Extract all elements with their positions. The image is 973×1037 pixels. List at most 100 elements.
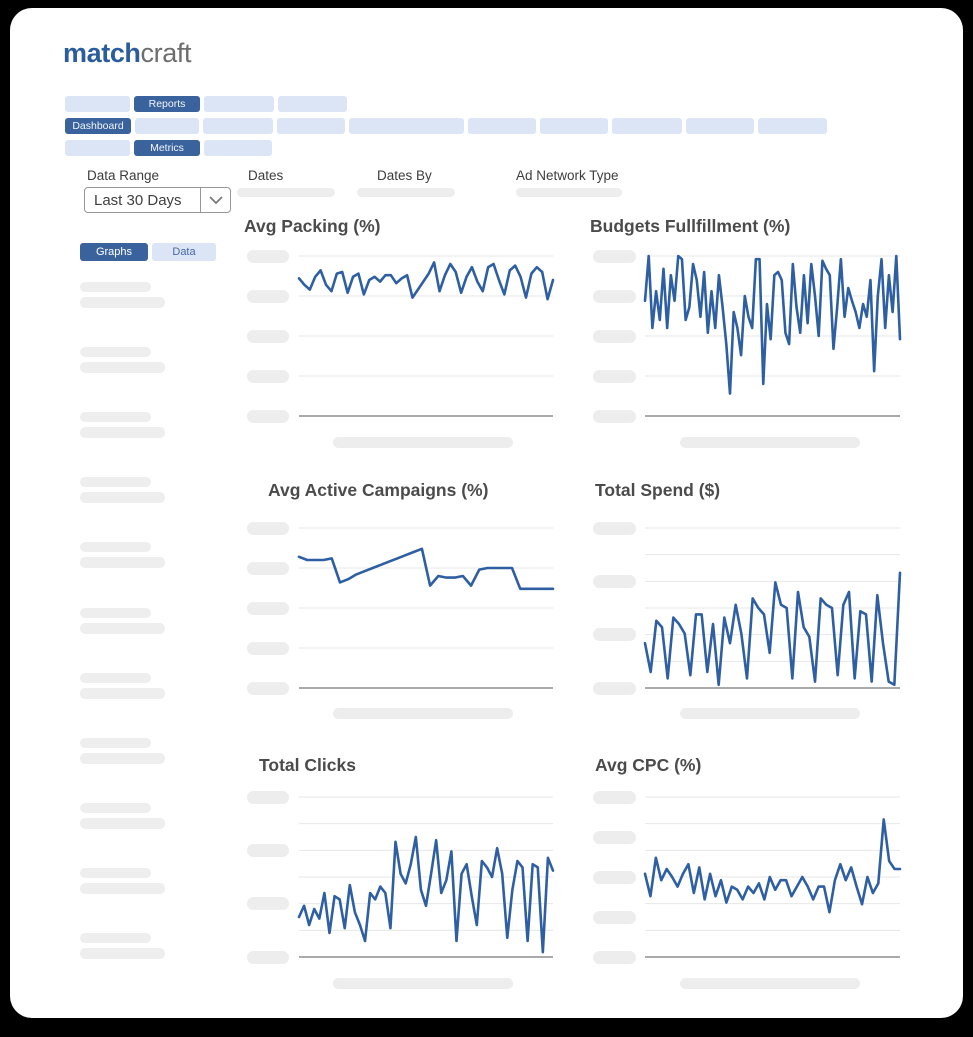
plot-area	[645, 797, 900, 957]
placeholder-bar	[80, 623, 165, 634]
logo-text-secondary: craft	[140, 38, 192, 68]
chart-title: Total Clicks	[259, 755, 356, 775]
line-chart	[645, 256, 900, 416]
chart-budgets-fullfillment: Budgets Fullfillment (%)	[590, 216, 900, 458]
logo: matchcraft	[63, 38, 191, 68]
sidebar-list-item[interactable]	[80, 542, 170, 569]
tab-graphs[interactable]: Graphs	[80, 243, 148, 261]
y-axis-label-placeholder	[247, 561, 289, 575]
placeholder-bar	[80, 427, 165, 438]
nav-item-placeholder[interactable]	[349, 118, 464, 134]
chart-title: Budgets Fullfillment (%)	[590, 216, 791, 236]
dates-by-input-placeholder[interactable]	[357, 188, 455, 197]
sidebar-list-item[interactable]	[80, 803, 170, 830]
placeholder-bar	[80, 803, 151, 813]
x-axis-label-placeholder	[333, 978, 513, 989]
placeholder-bar	[80, 297, 165, 308]
sidebar-list-item[interactable]	[80, 477, 170, 504]
sidebar-list-item[interactable]	[80, 673, 170, 700]
y-axis-label-placeholder	[247, 289, 289, 303]
nav-item-label: Dashboard	[72, 120, 124, 132]
dates-input-placeholder[interactable]	[237, 188, 335, 197]
placeholder-bar	[80, 673, 151, 683]
placeholder-bar	[80, 753, 165, 764]
y-axis-label-placeholder	[247, 521, 289, 535]
sidebar-list-item[interactable]	[80, 868, 170, 895]
ad-network-type-label: Ad Network Type	[516, 168, 619, 183]
data-range-select[interactable]: Last 30 Days	[84, 187, 231, 213]
y-axis-label-placeholder	[247, 329, 289, 343]
dates-by-label: Dates By	[377, 168, 432, 183]
nav-item-reports[interactable]: Reports	[134, 96, 200, 112]
placeholder-bar	[80, 933, 151, 943]
placeholder-bar	[80, 347, 151, 357]
y-axis-label-placeholders	[247, 790, 289, 964]
chart-avg-cpc: Avg CPC (%)	[593, 755, 900, 997]
nav-item-placeholder[interactable]	[278, 96, 347, 112]
plot-area	[299, 528, 553, 688]
placeholder-bar	[80, 688, 165, 699]
x-axis-label-placeholder	[680, 437, 860, 448]
y-axis-label-placeholder	[593, 409, 636, 423]
nav-item-placeholder[interactable]	[203, 118, 273, 134]
y-axis-label-placeholders	[247, 249, 289, 423]
placeholder-bar	[80, 738, 151, 748]
chart-title: Avg Active Campaigns (%)	[268, 480, 489, 500]
nav-item-placeholder[interactable]	[65, 96, 130, 112]
line-chart	[299, 528, 553, 688]
nav-item-dashboard[interactable]: Dashboard	[65, 118, 131, 134]
line-chart	[299, 797, 553, 957]
y-axis-label-placeholder	[593, 521, 636, 535]
nav-item-placeholder[interactable]	[135, 118, 199, 134]
nav-item-placeholder[interactable]	[65, 140, 130, 156]
chart-avg-active-campaigns: Avg Active Campaigns (%)	[247, 480, 553, 722]
y-axis-label-placeholder	[593, 289, 636, 303]
y-axis-label-placeholder	[247, 409, 289, 423]
y-axis-label-placeholder	[247, 843, 289, 857]
placeholder-bar	[80, 608, 151, 618]
nav-item-placeholder[interactable]	[204, 96, 274, 112]
sidebar-list-item[interactable]	[80, 412, 170, 439]
y-axis-label-placeholder	[593, 369, 636, 383]
ad-network-type-input-placeholder[interactable]	[516, 188, 622, 197]
line-chart	[299, 256, 553, 416]
nav-item-placeholder[interactable]	[540, 118, 608, 134]
chart-title: Avg Packing (%)	[244, 216, 381, 236]
placeholder-bar	[80, 542, 151, 552]
chart-avg-packing: Avg Packing (%)	[244, 216, 553, 458]
nav-item-placeholder[interactable]	[468, 118, 536, 134]
placeholder-bar	[80, 557, 165, 568]
placeholder-bar	[80, 492, 165, 503]
nav-item-placeholder[interactable]	[612, 118, 682, 134]
y-axis-label-placeholder	[247, 249, 289, 263]
sidebar-list-item[interactable]	[80, 282, 170, 309]
y-axis-label-placeholder	[593, 910, 636, 924]
placeholder-bar	[80, 818, 165, 829]
plot-area	[645, 528, 900, 688]
nav-item-placeholder[interactable]	[758, 118, 827, 134]
y-axis-label-placeholder	[247, 681, 289, 695]
nav-item-placeholder[interactable]	[204, 140, 272, 156]
x-axis-label-placeholder	[333, 708, 513, 719]
y-axis-label-placeholder	[593, 681, 636, 695]
y-axis-label-placeholder	[593, 870, 636, 884]
x-axis-label-placeholder	[680, 978, 860, 989]
y-axis-label-placeholder	[247, 641, 289, 655]
y-axis-label-placeholder	[593, 950, 636, 964]
y-axis-label-placeholder	[247, 369, 289, 383]
dashboard-card: matchcraft Reports Dashboard Metrics Dat…	[10, 8, 963, 1018]
placeholder-bar	[80, 883, 165, 894]
tab-data[interactable]: Data	[152, 243, 216, 261]
plot-area	[645, 256, 900, 416]
y-axis-label-placeholders	[593, 790, 636, 964]
sidebar-list-item[interactable]	[80, 347, 170, 374]
nav-item-placeholder[interactable]	[277, 118, 345, 134]
nav-item-placeholder[interactable]	[686, 118, 754, 134]
line-chart	[645, 797, 900, 957]
y-axis-label-placeholder	[247, 790, 289, 804]
x-axis-label-placeholder	[333, 437, 513, 448]
sidebar-list-item[interactable]	[80, 738, 170, 765]
sidebar-list-item[interactable]	[80, 608, 170, 635]
nav-item-metrics[interactable]: Metrics	[134, 140, 200, 156]
sidebar-list-item[interactable]	[80, 933, 170, 960]
